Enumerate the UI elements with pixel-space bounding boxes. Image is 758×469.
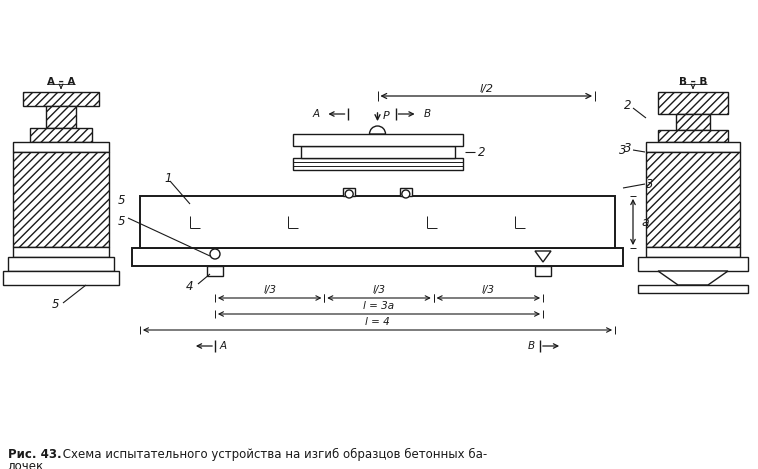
Bar — [638, 285, 748, 293]
Bar — [13, 142, 109, 152]
Bar — [46, 106, 76, 128]
Bar — [207, 266, 223, 276]
Polygon shape — [658, 271, 728, 285]
Text: 3: 3 — [625, 142, 631, 154]
Text: 3: 3 — [647, 177, 653, 190]
Polygon shape — [535, 251, 551, 262]
Bar — [646, 152, 740, 247]
Text: В – В: В – В — [679, 77, 707, 87]
Bar — [13, 152, 109, 247]
Bar — [638, 257, 748, 271]
Text: А: А — [312, 109, 320, 119]
Circle shape — [210, 249, 220, 259]
Bar — [343, 188, 356, 196]
Bar — [3, 271, 119, 285]
Text: 2: 2 — [625, 98, 631, 112]
Text: 5: 5 — [118, 194, 126, 206]
Bar — [300, 146, 455, 158]
Bar — [293, 158, 462, 170]
Bar — [658, 130, 728, 142]
Text: a: a — [641, 215, 649, 228]
Text: 4: 4 — [186, 280, 194, 293]
Text: лочек: лочек — [8, 460, 44, 469]
Bar — [676, 114, 710, 130]
Text: l = 4: l = 4 — [365, 317, 390, 327]
Text: А – А: А – А — [47, 77, 75, 87]
Text: l/3: l/3 — [263, 285, 276, 295]
Bar — [30, 128, 92, 142]
Circle shape — [402, 190, 410, 198]
Text: l/3: l/3 — [482, 285, 495, 295]
Text: P: P — [383, 111, 390, 121]
Text: l/3: l/3 — [372, 285, 386, 295]
Text: 5: 5 — [118, 214, 126, 227]
Bar — [646, 142, 740, 152]
Bar — [23, 92, 99, 106]
Bar — [399, 188, 412, 196]
Bar — [132, 248, 623, 266]
Text: В: В — [424, 109, 431, 119]
Text: l = 3a: l = 3a — [363, 301, 395, 311]
Text: Рис. 43.: Рис. 43. — [8, 448, 61, 461]
Bar — [13, 247, 109, 257]
Text: В: В — [528, 341, 535, 351]
Bar — [293, 134, 462, 146]
Text: А: А — [220, 341, 227, 351]
Bar — [140, 196, 615, 248]
Bar — [658, 92, 728, 114]
Bar — [535, 266, 551, 276]
Text: 3: 3 — [619, 144, 626, 157]
Text: 2: 2 — [478, 145, 485, 159]
Text: 1: 1 — [164, 172, 172, 184]
Text: l/2: l/2 — [479, 84, 493, 94]
Bar — [8, 257, 114, 271]
Wedge shape — [369, 126, 386, 134]
Circle shape — [345, 190, 353, 198]
Bar — [646, 247, 740, 257]
Text: Схема испытательного устройства на изгиб образцов бетонных ба-: Схема испытательного устройства на изгиб… — [59, 448, 487, 461]
Text: 5: 5 — [52, 298, 60, 311]
